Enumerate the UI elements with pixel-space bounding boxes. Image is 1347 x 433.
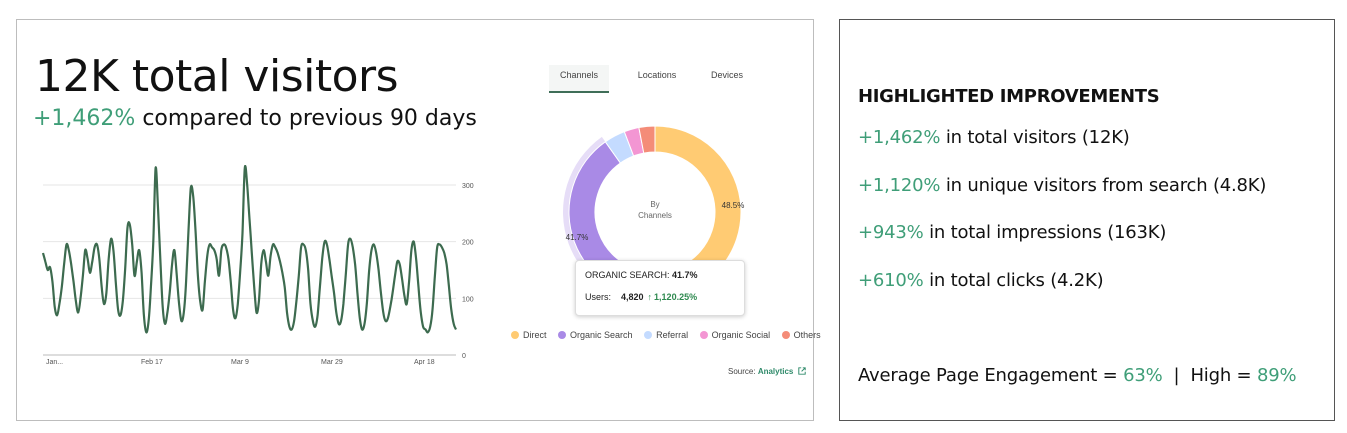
tooltip-title: ORGANIC SEARCH: 41.7% xyxy=(585,270,698,280)
donut-center-label-line2: Channels xyxy=(638,211,672,220)
y-tick-label: 200 xyxy=(462,240,474,247)
tab-devices[interactable]: Devices xyxy=(710,70,743,80)
x-tick-label: Jan... xyxy=(46,359,63,365)
legend-dot-referral xyxy=(644,331,653,339)
line-chart-y-ticks: 0 100 200 300 xyxy=(462,183,474,360)
engagement-high: 89% xyxy=(1256,365,1297,386)
visitors-line-chart: 0 100 200 300 Jan... Feb 17 Mar 9 Mar 29 Apr 18 xyxy=(41,165,474,365)
tab-locations[interactable]: Locations xyxy=(637,70,677,80)
legend-dot-others xyxy=(781,331,790,339)
external-link-icon[interactable] xyxy=(797,367,806,375)
x-tick-label: Feb 17 xyxy=(141,359,163,365)
tooltip-users-value: 4,820 xyxy=(621,292,644,302)
tooltip-title-value: 41.7% xyxy=(672,270,698,280)
donut-slice-others xyxy=(638,125,656,154)
legend-item-direct[interactable]: Direct xyxy=(511,330,547,340)
improvement-impressions: +943% in total impressions (163K) xyxy=(858,222,1167,243)
legend-dot-organic-search xyxy=(558,331,567,339)
source-attribution: Source: Analytics xyxy=(728,367,806,376)
engagement-average: 63% xyxy=(1123,365,1163,386)
legend-item-others[interactable]: Others xyxy=(781,330,821,340)
source-link[interactable]: Analytics xyxy=(757,367,794,376)
tab-channels[interactable]: Channels xyxy=(549,65,609,93)
x-tick-label: Apr 18 xyxy=(414,359,435,365)
line-chart-x-ticks: Jan... Feb 17 Mar 9 Mar 29 Apr 18 xyxy=(46,359,435,365)
improvements-heading: HIGHLIGHTED IMPROVEMENTS xyxy=(858,86,1160,107)
donut-data-label-organic-search: 41.7% xyxy=(566,233,589,242)
x-tick-label: Mar 29 xyxy=(321,359,343,365)
legend-item-organic-social[interactable]: Organic Social xyxy=(699,330,770,340)
donut-legend: Direct Organic Search Referral Organic S… xyxy=(511,330,830,340)
arrow-up-icon: ↑ xyxy=(647,292,653,302)
visitors-series-line xyxy=(41,165,458,334)
legend-item-referral[interactable]: Referral xyxy=(644,330,688,340)
donut-data-label-direct: 48.5% xyxy=(722,201,745,210)
improvement-clicks: +610% in total clicks (4.2K) xyxy=(858,270,1104,291)
change-percentage: +1,462% xyxy=(33,106,136,131)
y-tick-label: 0 xyxy=(462,353,466,360)
page-title: 12K total visitors xyxy=(35,51,399,102)
y-tick-label: 100 xyxy=(462,296,474,303)
visitors-card: 12K total visitors +1,462% compared to p… xyxy=(16,19,821,421)
legend-dot-direct xyxy=(511,331,519,339)
improvement-total-visitors: +1,462% in total visitors (12K) xyxy=(858,127,1130,148)
source-label: Source: xyxy=(728,367,756,376)
engagement-summary: Average Page Engagement = 63% | High = 8… xyxy=(858,365,1297,386)
tooltip-change: 1,120.25% xyxy=(654,292,698,302)
organic-search-tooltip: ORGANIC SEARCH: 41.7% Users: 4,820 ↑ 1,120.… xyxy=(575,260,745,316)
change-suffix: compared to previous 90 days xyxy=(135,106,477,131)
tooltip-users-row: Users: 4,820 ↑ 1,120.25% xyxy=(585,292,697,302)
donut-center-label-line1: By xyxy=(650,200,659,209)
improvements-card: HIGHLIGHTED IMPROVEMENTS +1,462% in tota… xyxy=(839,19,1335,421)
x-tick-label: Mar 9 xyxy=(231,359,249,365)
y-tick-label: 300 xyxy=(462,183,474,190)
tooltip-users-label: Users: xyxy=(585,292,612,302)
channel-tabs: Channels Locations Devices xyxy=(547,65,762,93)
tooltip-title-label: ORGANIC SEARCH: xyxy=(585,270,670,280)
comparison-subtitle: +1,462% compared to previous 90 days xyxy=(33,106,477,131)
legend-item-organic-search[interactable]: Organic Search xyxy=(558,330,633,340)
legend-dot-organic-social xyxy=(699,331,708,339)
improvement-unique-search: +1,120% in unique visitors from search (… xyxy=(858,175,1267,196)
